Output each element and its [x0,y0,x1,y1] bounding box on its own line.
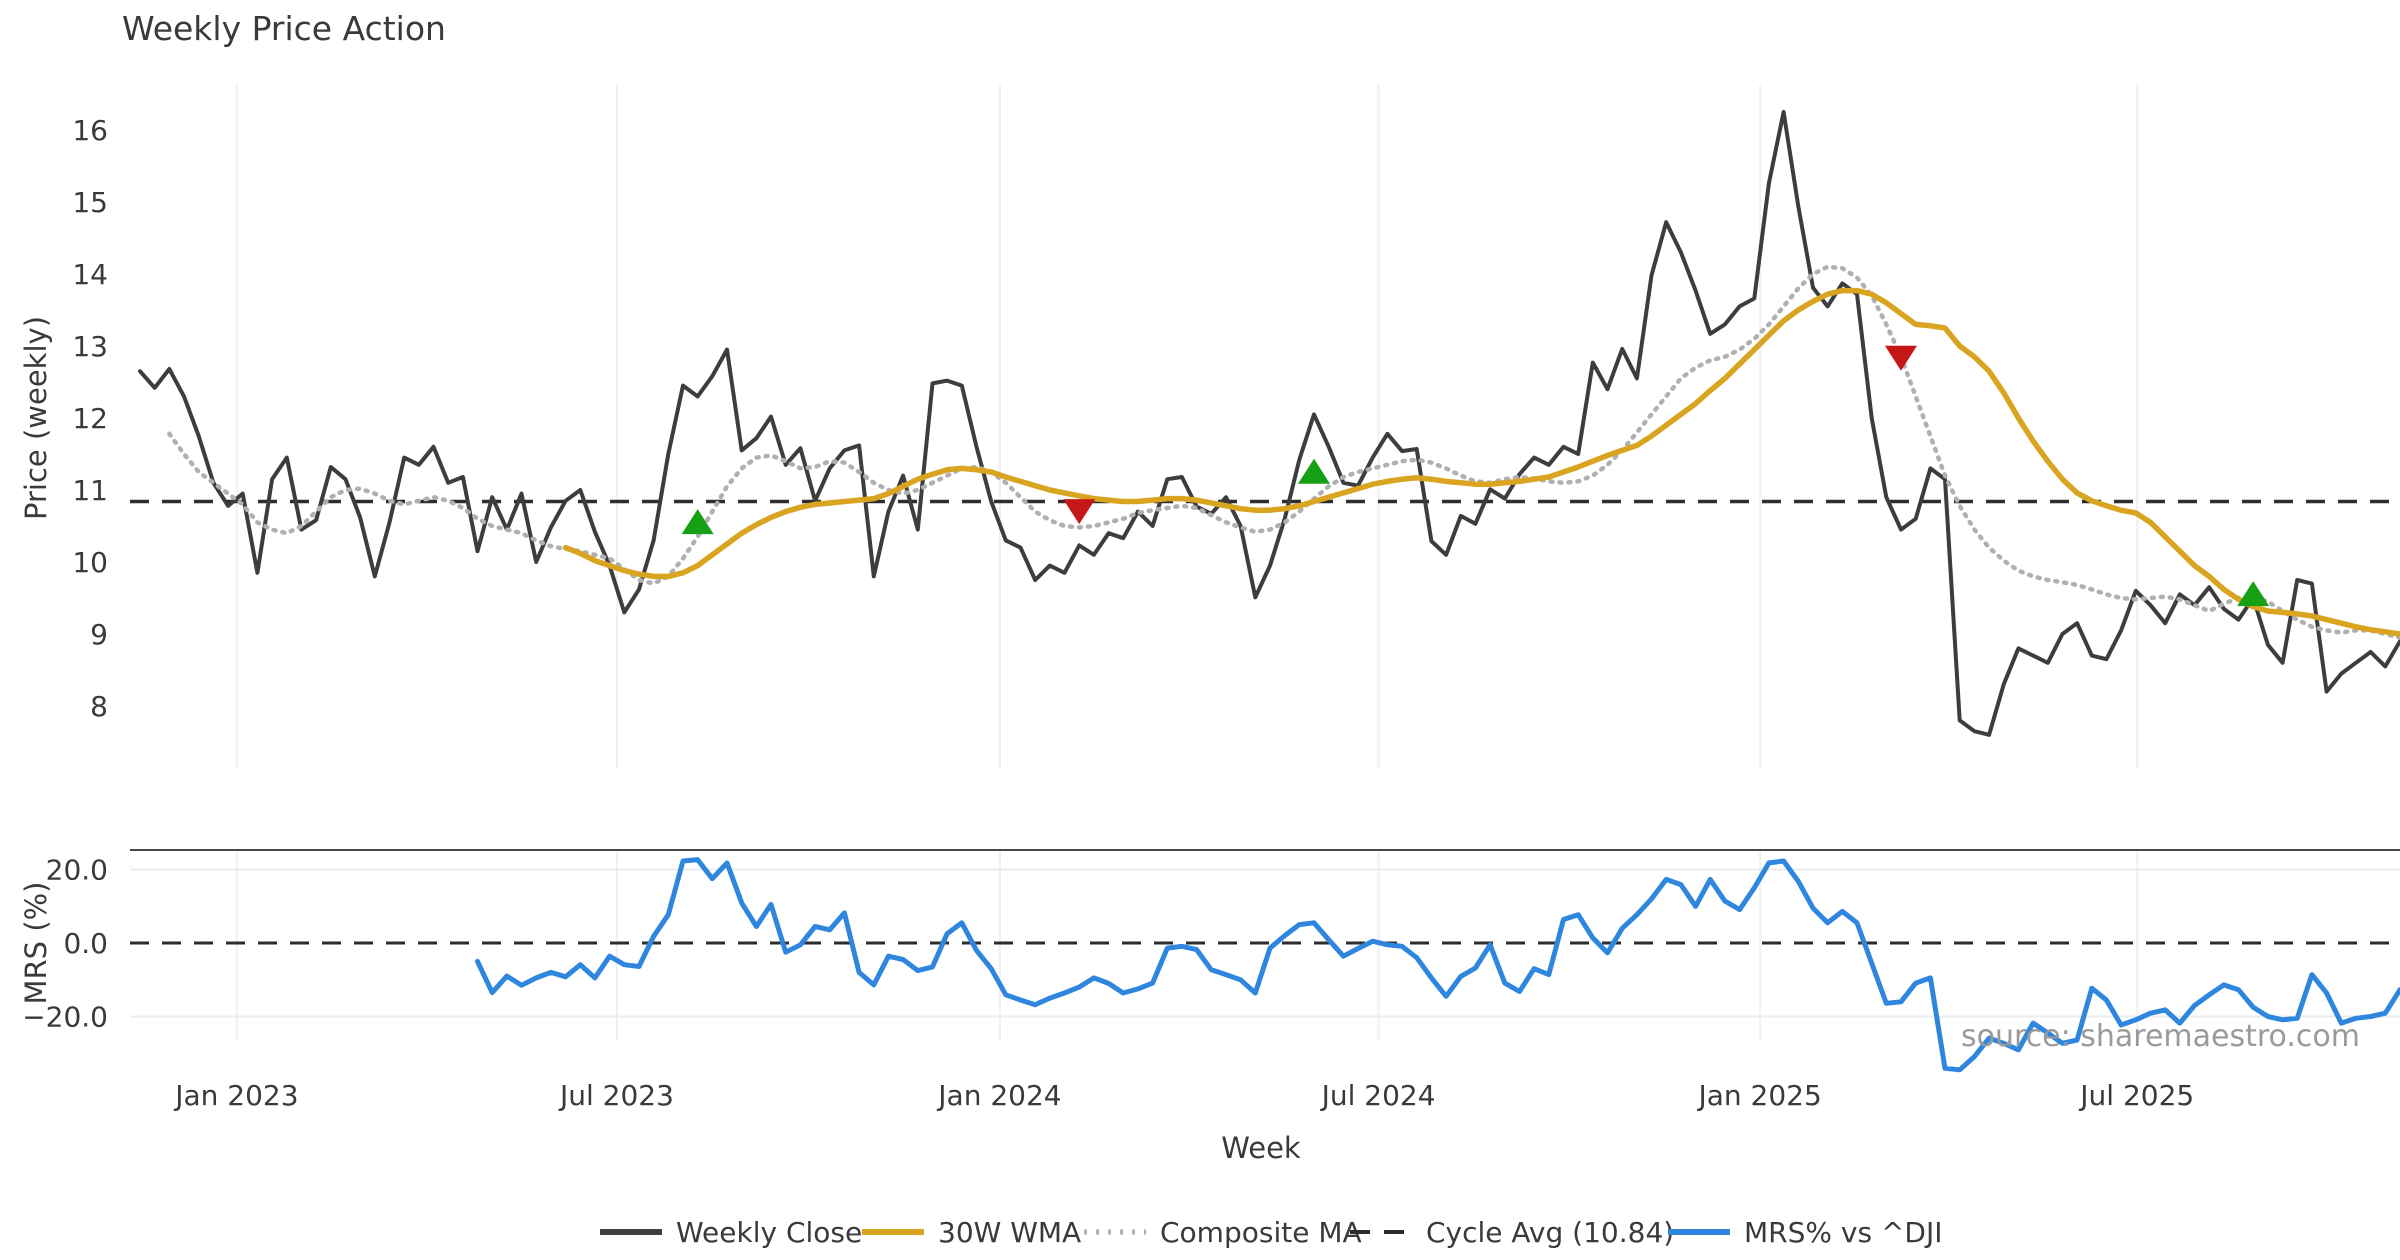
legend-label-wma: 30W WMA [938,1216,1081,1249]
price-ytick-label: 15 [72,186,108,219]
price-ytick-label: 13 [72,330,108,363]
x-axis-label: Week [1221,1131,1301,1165]
price-ytick-label: 12 [72,402,108,435]
x-tick-label: Jul 2025 [2078,1079,2194,1112]
legend-label-mrs: MRS% vs ^DJI [1744,1216,1943,1249]
price-ytick-label: 11 [72,474,108,507]
price-ytick-label: 14 [72,258,108,291]
mrs-ytick-label: 0.0 [63,927,108,960]
mrs-ytick-label: −20.0 [22,1001,108,1034]
price-axis-label: Price (weekly) [19,316,53,520]
legend-label-cycle_dash: Cycle Avg (10.84) [1426,1216,1674,1249]
legend-label-close: Weekly Close [676,1216,862,1249]
trade-markers [681,345,2270,607]
gridlines [130,85,2400,1040]
x-tick-label: Jul 2023 [558,1079,674,1112]
buy-signal-marker [2237,581,2270,607]
wma-30w-line [562,287,2400,637]
axis-ticks: 16 15 14 13 12 11 10 9 8 20.0 0.0 −20.0 Jan 2023 Jul … [22,114,2194,1112]
x-tick-label: Jan 2023 [173,1079,298,1112]
chart-legend: Weekly Close 30W WMA Composite MA Cycle Avg… [600,1216,1943,1249]
source-watermark: source: sharemaestro.com [1961,1019,2360,1054]
legend-label-composite: Composite MA [1160,1216,1362,1249]
sell-signal-marker [1063,499,1096,525]
composite-ma-line [167,264,2400,640]
x-tick-label: Jan 2024 [936,1079,1061,1112]
x-tick-label: Jul 2024 [1320,1079,1436,1112]
price-ytick-label: 10 [72,546,108,579]
price-ytick-label: 8 [90,690,108,723]
buy-signal-marker [681,509,714,535]
chart-title: Weekly Price Action [122,9,446,48]
price-ytick-label: 16 [72,114,108,147]
x-tick-label: Jan 2025 [1696,1079,1821,1112]
buy-signal-marker [1298,458,1330,484]
mrs-ytick-label: 20.0 [46,854,108,887]
mrs-axis-label: MRS (%) [19,882,53,1005]
mrs-line [475,857,2400,1073]
reference-lines [130,499,2400,945]
price-ytick-label: 9 [90,618,108,651]
series-lines [138,110,2400,1073]
sell-signal-marker [1885,345,1917,371]
weekly-close-line [138,110,2400,737]
